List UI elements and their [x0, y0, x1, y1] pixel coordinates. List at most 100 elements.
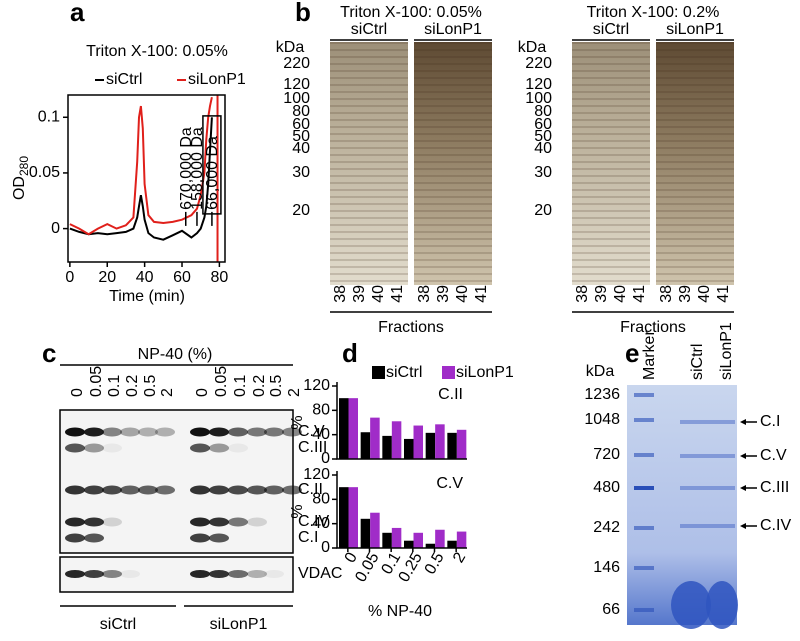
- annotation: 670,000 Da: [178, 127, 195, 210]
- band: [190, 443, 210, 453]
- legend-swatch: [442, 366, 455, 379]
- marker-label: 60: [534, 116, 552, 133]
- y-tick-label: 0: [321, 450, 330, 467]
- band: [84, 570, 104, 578]
- y-axis-label-text: OD: [11, 176, 28, 200]
- marker-label: 20: [534, 202, 552, 219]
- gel-bands: [656, 42, 734, 285]
- band-label: VDAC: [298, 565, 342, 582]
- band-label: C.I: [298, 529, 318, 546]
- band-label: C.II: [298, 481, 323, 498]
- y-tick-label: 80: [312, 402, 330, 419]
- band: [84, 533, 104, 543]
- band: [138, 485, 158, 495]
- band: [65, 485, 85, 495]
- band: [84, 443, 104, 453]
- gel-smear: [671, 581, 711, 629]
- chart-title: C.II: [438, 386, 463, 403]
- band: [65, 570, 85, 578]
- marker-label: 100: [525, 90, 552, 107]
- x-tick-label: 2: [450, 550, 469, 566]
- fraction-label: 39: [351, 285, 368, 303]
- bar: [456, 429, 467, 459]
- complex-band: [680, 486, 735, 490]
- lane-label: 0.5: [142, 375, 159, 397]
- band-label: C.V: [298, 423, 325, 440]
- fraction-label: 38: [332, 285, 349, 303]
- band: [190, 517, 210, 527]
- band: [228, 443, 248, 453]
- x-tick-label: 60: [173, 269, 191, 286]
- x-tick-label: 0: [65, 269, 74, 286]
- y-tick-label: 40: [312, 426, 330, 443]
- plot-frame: [67, 94, 226, 263]
- x-tick-label: 40: [136, 269, 154, 286]
- band: [102, 443, 122, 453]
- band: [120, 570, 140, 578]
- group-label: siCtrl: [593, 21, 629, 38]
- data-line: [69, 117, 213, 241]
- legend-label: siLonP1: [456, 364, 514, 381]
- fraction-label: 39: [593, 285, 610, 303]
- complex-label: C.I: [760, 413, 780, 430]
- band: [247, 485, 267, 495]
- arrow-head: [740, 523, 746, 529]
- band: [228, 485, 248, 495]
- lane-label: 0.5: [268, 375, 285, 397]
- band: [120, 485, 140, 495]
- unit-label: kDa: [586, 363, 615, 380]
- band: [247, 517, 267, 527]
- band: [190, 570, 210, 578]
- x-tick-label: 0.05: [352, 550, 382, 586]
- y-tick-label: 0: [321, 539, 330, 556]
- band: [84, 517, 104, 527]
- bar: [348, 487, 358, 548]
- marker-label: 1236: [584, 386, 620, 403]
- marker-label: 80: [534, 103, 552, 120]
- complex-label: C.IV: [760, 517, 791, 534]
- y-tick-label: 120: [303, 466, 330, 483]
- band: [209, 517, 229, 527]
- gel-title: Triton X-100: 0.05%: [340, 4, 482, 21]
- complex-band: [680, 420, 735, 424]
- band: [65, 443, 85, 453]
- band: [102, 485, 122, 495]
- band: [102, 517, 122, 527]
- bar: [404, 438, 414, 459]
- band: [138, 427, 158, 437]
- marker-label: 20: [292, 202, 310, 219]
- marker-label: 220: [525, 55, 552, 72]
- band: [190, 485, 210, 495]
- marker-label: 50: [292, 128, 310, 145]
- marker-label: 242: [593, 519, 620, 536]
- lane-label: 0.2: [124, 375, 141, 397]
- marker-label: 50: [534, 128, 552, 145]
- bar: [391, 527, 402, 548]
- lane-label: 2: [286, 388, 303, 397]
- panel-letter: b: [295, 0, 311, 27]
- group-label: siLonP1: [424, 21, 482, 38]
- y-axis-label: OD280: [11, 156, 31, 200]
- annotation: 66,000 Da: [204, 136, 221, 210]
- group-label: siLonP1: [210, 616, 268, 633]
- band: [84, 485, 104, 495]
- fraction-label: 38: [574, 285, 591, 303]
- x-tick-label: 0.25: [396, 550, 426, 586]
- fraction-label: 41: [715, 285, 732, 303]
- marker-label: 720: [593, 446, 620, 463]
- x-axis-label: Time (min): [109, 288, 185, 305]
- bar: [425, 543, 436, 548]
- lane-label: 0.1: [106, 375, 123, 397]
- fraction-label: 40: [370, 285, 387, 303]
- fraction-label: 41: [473, 285, 490, 303]
- bar: [382, 532, 392, 548]
- band-label: C.IV: [298, 513, 329, 530]
- lane-label: 2: [159, 388, 176, 397]
- band: [190, 533, 210, 543]
- band: [264, 485, 284, 495]
- arrow-head: [740, 453, 746, 459]
- marker-label: 30: [292, 164, 310, 181]
- gel-bands: [330, 42, 408, 285]
- bar: [456, 531, 467, 548]
